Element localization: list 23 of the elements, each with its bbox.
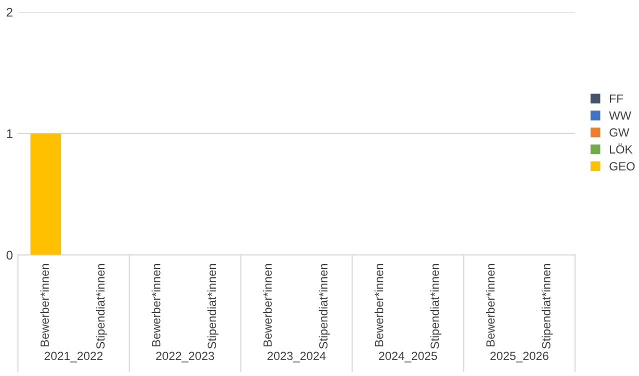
text: 2021_2022 bbox=[44, 352, 103, 362]
y-tick-label: 1 bbox=[7, 129, 12, 138]
text: 2022_2023 bbox=[156, 352, 214, 362]
text: 2023_2024 bbox=[268, 352, 326, 362]
y-tick-label: 0 bbox=[6, 250, 13, 260]
x-tick-label: Stipendiat*innen bbox=[96, 264, 107, 349]
x-tick-label: Stipendiat*innen bbox=[542, 264, 553, 349]
x-tick-label: Bewerber*innen bbox=[486, 264, 495, 346]
text: 2024_2025 bbox=[378, 352, 437, 362]
x-tick-label: Bewerber*innen bbox=[374, 264, 384, 346]
legend-label: GW bbox=[610, 128, 630, 137]
legend-label: LÖK bbox=[610, 144, 632, 154]
x-tick-label: Bewerber*innen bbox=[263, 264, 272, 346]
x-tick-label: Bewerber*innen bbox=[152, 264, 160, 346]
x-tick-label: Stipendiat*innen bbox=[430, 264, 442, 349]
text: 2025_2026 bbox=[490, 352, 548, 362]
x-tick-label: Stipendiat*innen bbox=[318, 264, 330, 349]
legend-label: FF bbox=[610, 94, 623, 103]
legend-label: WW bbox=[609, 112, 632, 120]
x-tick-label: Bewerber*innen bbox=[40, 264, 49, 346]
legend-label: GEO bbox=[610, 162, 635, 170]
y-tick-label: 2 bbox=[6, 8, 12, 17]
x-tick-label: Stipendiat*innen bbox=[207, 264, 218, 349]
